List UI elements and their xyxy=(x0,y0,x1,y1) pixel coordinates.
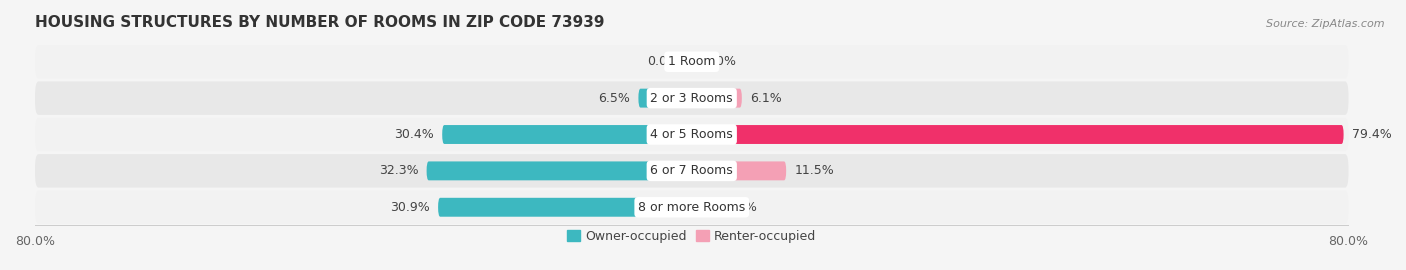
Text: 4 or 5 Rooms: 4 or 5 Rooms xyxy=(651,128,733,141)
Text: 0.0%: 0.0% xyxy=(704,55,737,68)
Text: 0.0%: 0.0% xyxy=(647,55,679,68)
Text: 6.1%: 6.1% xyxy=(749,92,782,105)
FancyBboxPatch shape xyxy=(692,89,742,107)
Text: 6.5%: 6.5% xyxy=(599,92,630,105)
FancyBboxPatch shape xyxy=(439,198,692,217)
Text: 8 or more Rooms: 8 or more Rooms xyxy=(638,201,745,214)
Text: 6 or 7 Rooms: 6 or 7 Rooms xyxy=(651,164,733,177)
Legend: Owner-occupied, Renter-occupied: Owner-occupied, Renter-occupied xyxy=(562,225,821,248)
Text: Source: ZipAtlas.com: Source: ZipAtlas.com xyxy=(1267,19,1385,29)
Text: 79.4%: 79.4% xyxy=(1351,128,1392,141)
FancyBboxPatch shape xyxy=(638,89,692,107)
FancyBboxPatch shape xyxy=(35,45,1348,79)
Text: HOUSING STRUCTURES BY NUMBER OF ROOMS IN ZIP CODE 73939: HOUSING STRUCTURES BY NUMBER OF ROOMS IN… xyxy=(35,15,605,30)
FancyBboxPatch shape xyxy=(35,118,1348,151)
Text: 32.3%: 32.3% xyxy=(378,164,419,177)
Text: 3.0%: 3.0% xyxy=(724,201,756,214)
Text: 2 or 3 Rooms: 2 or 3 Rooms xyxy=(651,92,733,105)
FancyBboxPatch shape xyxy=(35,154,1348,188)
FancyBboxPatch shape xyxy=(692,198,717,217)
FancyBboxPatch shape xyxy=(35,191,1348,224)
Text: 1 Room: 1 Room xyxy=(668,55,716,68)
FancyBboxPatch shape xyxy=(692,125,1344,144)
Text: 11.5%: 11.5% xyxy=(794,164,834,177)
FancyBboxPatch shape xyxy=(443,125,692,144)
Text: 30.9%: 30.9% xyxy=(389,201,430,214)
Text: 30.4%: 30.4% xyxy=(394,128,434,141)
FancyBboxPatch shape xyxy=(35,81,1348,115)
FancyBboxPatch shape xyxy=(692,161,786,180)
FancyBboxPatch shape xyxy=(426,161,692,180)
